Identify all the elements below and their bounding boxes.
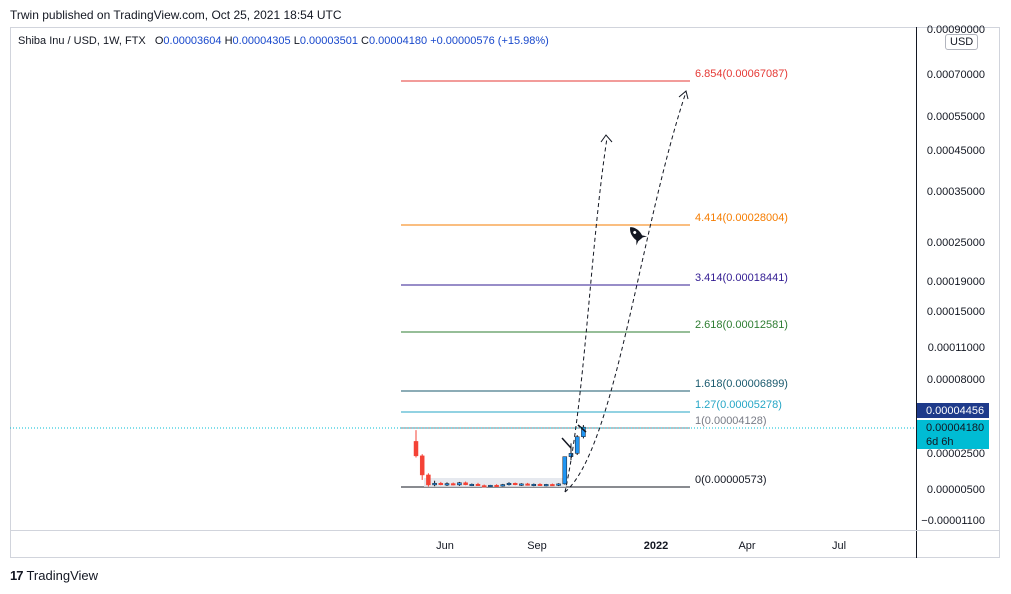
x-tick-label: Apr [738, 540, 755, 552]
y-tick-label: −0.00001100 [921, 515, 985, 527]
y-tick-label: 0.00035000 [927, 186, 985, 198]
fib-label: 1.618(0.00006899) [695, 378, 788, 390]
projection-arrowhead-right [678, 90, 689, 100]
candle [463, 481, 468, 486]
svg-text:0.00004180: 0.00004180 [926, 422, 984, 434]
candle [426, 473, 431, 487]
y-tick-label: 0.00002500 [927, 448, 985, 460]
chart-frame [10, 27, 1000, 558]
candle [500, 483, 506, 487]
svg-text:6d 6h: 6d 6h [926, 436, 954, 448]
price-tags: 0.00004456 0.00004180 6d 6h [917, 403, 989, 449]
candle [457, 481, 462, 486]
x-tick-label: Jun [436, 540, 454, 552]
price-tag: 6d 6h [917, 434, 989, 449]
x-tick-label: 2022 [644, 540, 668, 552]
y-tick-label: 0.00000500 [927, 484, 985, 496]
fib-label: 6.854(0.00067087) [695, 68, 788, 80]
candle [475, 482, 481, 486]
y-tick-label: 0.00090000 [927, 24, 985, 36]
y-tick-label: 0.00019000 [927, 276, 985, 288]
time-axis[interactable]: Jun Sep 2022 Apr Jul [436, 540, 846, 552]
legend-low-label: L [293, 35, 300, 47]
rocket-icon [630, 227, 648, 246]
breakout-arrow [561, 437, 572, 449]
legend-low: 0.00003501 [299, 35, 358, 47]
legend-symbol: Shiba Inu / USD, 1W, FTX [18, 35, 146, 47]
projection-arrowhead-left [600, 134, 613, 143]
tradingview-logo-icon: 17 [10, 568, 24, 583]
candle [469, 483, 475, 487]
candle [506, 482, 512, 486]
ohlc-legend: Shiba Inu / USD, 1W, FTX O0.00003604 H0.… [18, 35, 549, 47]
candle [512, 482, 518, 486]
price-axis-divider [916, 27, 917, 558]
candle [550, 483, 555, 487]
y-tick-label: 0.00025000 [927, 237, 985, 249]
x-tick-label: Sep [527, 540, 547, 552]
fib-label: 4.414(0.00028004) [695, 212, 788, 224]
brand-name: TradingView [26, 568, 99, 583]
x-tick-label: Jul [832, 540, 846, 552]
price-tag: 0.00004456 [917, 403, 989, 418]
candle [481, 484, 487, 488]
candle [413, 430, 419, 458]
fib-label: 1(0.00004128) [695, 415, 767, 427]
candle [519, 483, 524, 486]
y-tick-label: 0.00055000 [927, 111, 985, 123]
candle [525, 482, 530, 486]
candle [438, 481, 444, 486]
y-tick-label: 0.00070000 [927, 69, 985, 81]
drawing-annotations[interactable] [561, 90, 689, 493]
fib-label: 2.618(0.00012581) [695, 319, 788, 331]
candle [494, 484, 499, 487]
candle [488, 484, 493, 488]
fib-label: 3.414(0.00018441) [695, 272, 788, 284]
candle [562, 456, 568, 485]
legend-close-label: C [361, 35, 369, 47]
candle [531, 483, 537, 487]
currency-button[interactable]: USD [945, 34, 979, 50]
y-tick-label: 0.00008000 [927, 374, 985, 386]
legend-high: 0.00004305 [232, 35, 291, 47]
candlestick-series [413, 425, 586, 488]
legend-open-label: O [154, 35, 164, 47]
legend-close: 0.00004180 [369, 35, 428, 47]
legend-high-label: H [224, 35, 233, 47]
fib-label: 1.27(0.00005278) [695, 399, 782, 411]
candle [419, 454, 425, 480]
projection-arrow-right [564, 91, 687, 493]
candle [543, 483, 549, 487]
y-tick-label: 0.00011000 [928, 342, 985, 354]
svg-text:0.00004456: 0.00004456 [926, 405, 984, 417]
y-tick-label: 0.00045000 [927, 145, 985, 157]
legend-change: +0.00000576 (+15.98%) [430, 35, 549, 47]
candle [450, 482, 456, 486]
time-axis-divider [10, 530, 1000, 531]
published-header: Trwin published on TradingView.com, Oct … [10, 8, 342, 22]
candle [537, 483, 543, 486]
candle [574, 435, 580, 456]
price-tag: 0.00004180 [917, 420, 989, 435]
projection-arrow-left [564, 137, 608, 493]
tradingview-brand[interactable]: 17 TradingView [10, 568, 98, 583]
candle [444, 482, 450, 487]
price-axis[interactable]: 0.00090000 0.00070000 0.00055000 0.00045000… [921, 24, 985, 527]
fib-label: 0(0.00000573) [695, 474, 767, 486]
candle [556, 483, 561, 487]
legend-open: 0.00003604 [163, 35, 222, 47]
y-tick-label: 0.00015000 [927, 306, 985, 318]
candle [432, 480, 437, 487]
fibonacci-extension[interactable]: 6.854(0.00067087) 4.414(0.00028004) 3.414(… [401, 68, 788, 488]
breakout-arrow-2 [577, 424, 587, 433]
